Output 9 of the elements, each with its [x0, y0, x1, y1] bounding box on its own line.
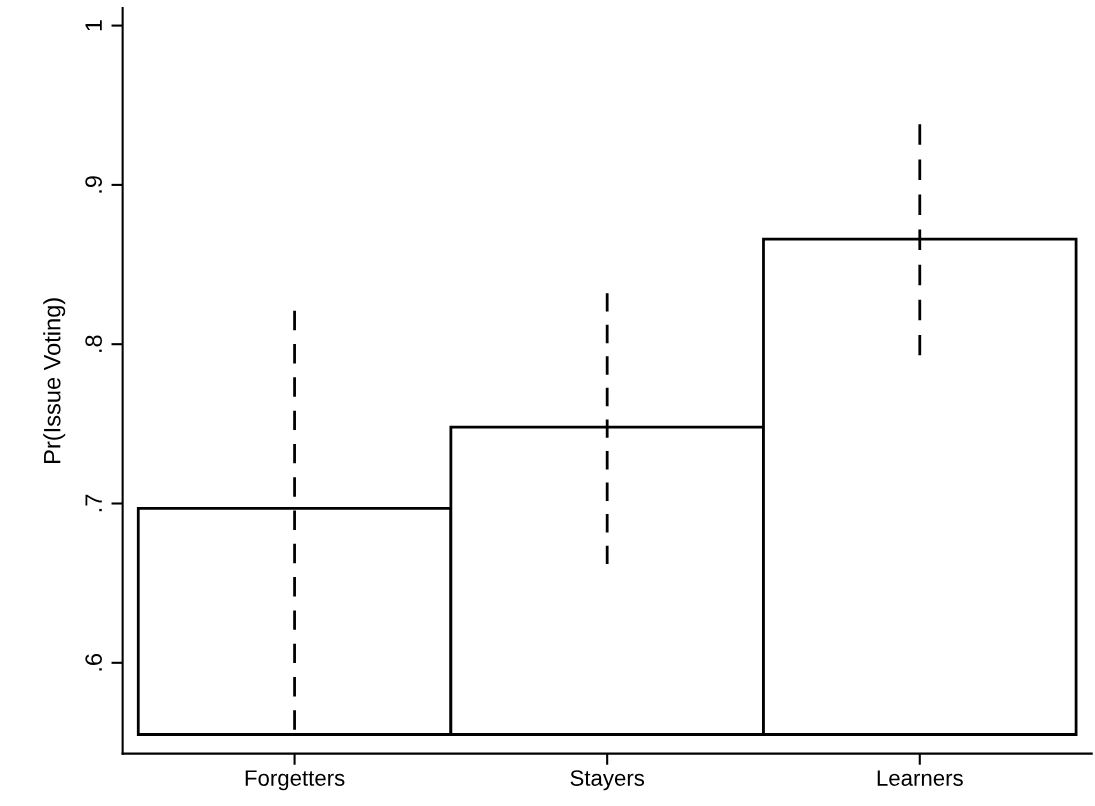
x-tick-label: Forgetters — [245, 770, 345, 791]
y-tick-label: .7 — [85, 494, 102, 512]
x-tick-label: Learners — [877, 770, 963, 786]
x-tick-label: Stayers — [570, 770, 645, 791]
y-tick-label: .6 — [85, 654, 102, 671]
y-tick-label: .9 — [85, 176, 102, 193]
y-tick-label: .8 — [85, 335, 102, 352]
y-tick-label: 1 — [85, 20, 102, 31]
y-axis-title: Pr(Issue Voting) — [43, 298, 66, 463]
